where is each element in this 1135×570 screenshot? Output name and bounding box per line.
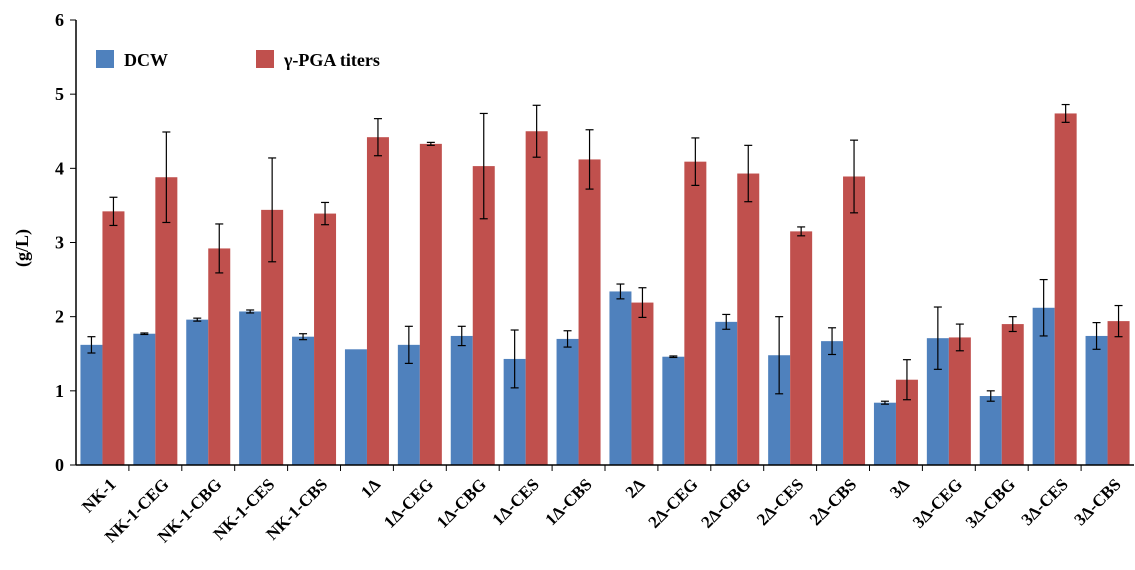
bar-dcw	[821, 341, 844, 465]
category-label: 2Δ-CES	[753, 475, 807, 529]
bar-pga	[631, 302, 654, 465]
bar-dcw	[292, 336, 315, 465]
bar-dcw	[715, 321, 738, 465]
bar-dcw	[873, 402, 896, 465]
bar-dcw	[926, 338, 949, 465]
bar-dcw	[344, 349, 367, 465]
y-tick-label: 5	[55, 84, 64, 104]
bar-pga	[261, 209, 284, 465]
bar-pga	[737, 173, 760, 465]
bar-dcw	[239, 311, 262, 465]
bar-dcw	[397, 344, 420, 465]
category-label: 2Δ-CEG	[645, 475, 702, 532]
bar-pga	[790, 231, 813, 465]
bar-dcw	[80, 344, 103, 465]
y-tick-label: 6	[55, 10, 64, 30]
bar-dcw	[1032, 307, 1055, 465]
bar-pga	[525, 131, 548, 465]
bar-pga	[472, 166, 495, 465]
bar-pga	[1001, 324, 1024, 465]
bar-pga	[1107, 321, 1130, 465]
bar-pga	[843, 176, 866, 465]
bar-pga	[208, 248, 231, 465]
bar-pga	[102, 211, 125, 465]
category-label: 2Δ	[622, 475, 649, 502]
category-label: 3Δ-CBG	[962, 475, 1019, 532]
bar-pga	[895, 379, 918, 465]
bar-dcw	[186, 319, 209, 465]
bar-dcw	[450, 335, 473, 465]
bar-pga	[419, 143, 442, 465]
bar-dcw	[768, 355, 791, 465]
category-label: 3Δ	[886, 475, 913, 502]
bar-dcw	[662, 356, 685, 465]
y-tick-label: 1	[55, 381, 64, 401]
bar-pga	[578, 159, 601, 465]
legend-label-dcw: DCW	[124, 50, 168, 70]
y-tick-label: 0	[55, 455, 64, 475]
bar-pga	[948, 337, 971, 465]
category-label: 1Δ-CES	[489, 475, 543, 529]
legend: DCW γ-PGA titers	[96, 50, 380, 70]
bar-dcw	[556, 338, 579, 465]
category-label: 2Δ-CBG	[697, 475, 754, 532]
legend-label-pga: γ-PGA titers	[283, 50, 380, 70]
bar-pga	[155, 177, 178, 465]
category-label: 1Δ-CBS	[541, 475, 595, 529]
y-tick-label: 3	[55, 233, 64, 253]
plot-area: 0123456NK-1NK-1-CEGNK-1-CBGNK-1-CESNK-1-…	[55, 10, 1134, 546]
y-tick-label: 4	[55, 158, 64, 178]
category-label: NK-1	[78, 475, 119, 516]
bar-dcw	[1085, 335, 1108, 465]
category-label: 2Δ-CBS	[806, 475, 860, 529]
bar-pga	[1054, 113, 1077, 465]
bar-pga	[314, 213, 337, 465]
bar-dcw	[609, 291, 632, 465]
category-label: 1Δ-CBG	[433, 475, 490, 532]
category-label: 1Δ	[357, 475, 384, 502]
bar-pga	[366, 137, 389, 465]
category-label: 3Δ-CBS	[1070, 475, 1124, 529]
category-label: 1Δ-CEG	[380, 475, 437, 532]
bar-dcw	[979, 396, 1002, 465]
y-axis-label: (g/L)	[12, 229, 33, 267]
bar-dcw	[503, 358, 526, 465]
legend-swatch-pga	[256, 50, 274, 68]
legend-swatch-dcw	[96, 50, 114, 68]
category-label: 3Δ-CES	[1018, 475, 1072, 529]
y-tick-label: 2	[55, 307, 64, 327]
bar-dcw	[133, 333, 156, 465]
category-label: 3Δ-CEG	[909, 475, 966, 532]
bar-pga	[684, 161, 707, 466]
